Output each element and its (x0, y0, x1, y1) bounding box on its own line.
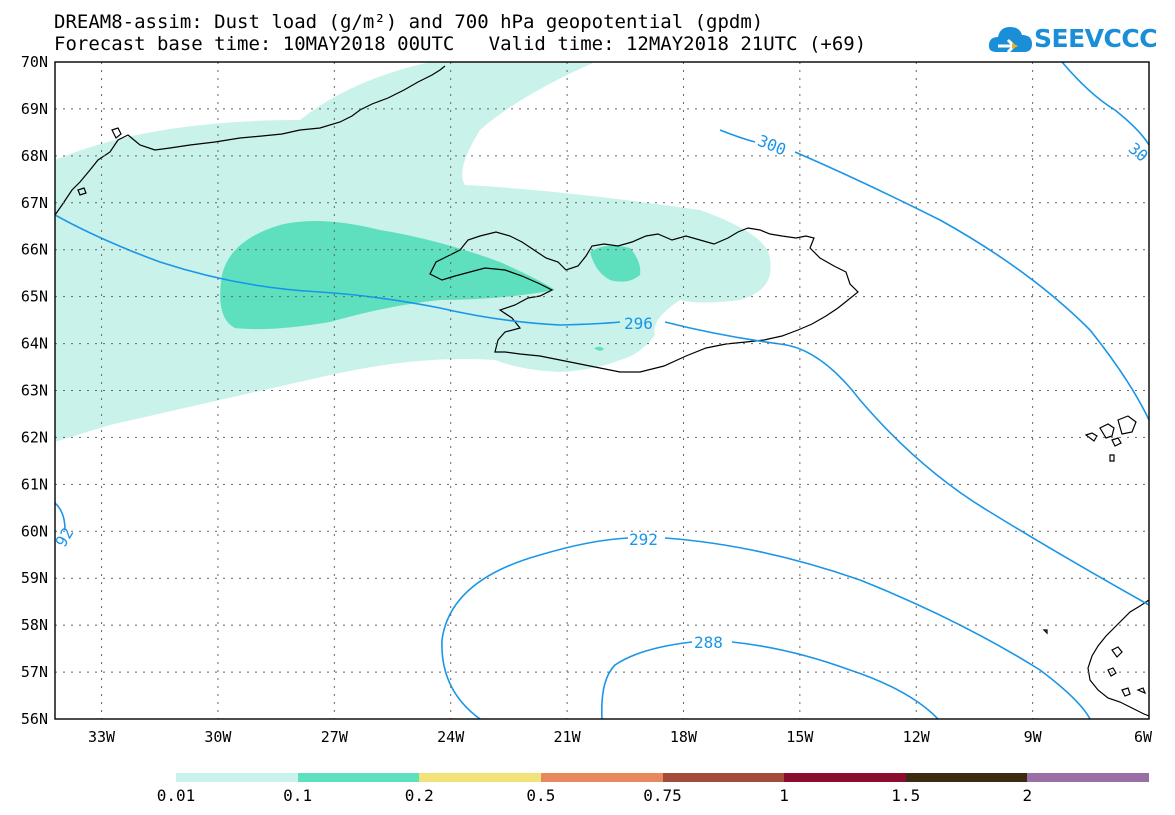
contour-label: 296 (624, 314, 653, 333)
seevccc-logo: SEEVCCC (988, 20, 1158, 60)
cloud-icon (988, 27, 1032, 54)
colorbar-label: 1 (779, 786, 789, 805)
dust-area-mid-dot (594, 346, 604, 351)
contour-label: 300 (755, 131, 789, 159)
dust-area-mid (220, 221, 555, 330)
lon-tick-label: 33W (88, 728, 116, 746)
geopotential-contours (55, 62, 1149, 719)
lat-tick-label: 65N (21, 288, 48, 306)
lat-tick-label: 66N (21, 241, 48, 259)
colorbar-label: 0.5 (526, 786, 556, 805)
lon-tick-label: 12W (903, 728, 931, 746)
colorbar-swatch (784, 773, 906, 782)
contour-label: 288 (694, 633, 723, 652)
colorbar (176, 773, 1149, 782)
map-plot: 300 30 296 292 288 92 70N69N68N67N66N65N… (21, 53, 1153, 746)
colorbar-label: 2 (1022, 786, 1033, 805)
lon-tick-label: 15W (786, 728, 814, 746)
dust-area-mid-small (590, 245, 641, 282)
lon-tick-label: 21W (554, 728, 582, 746)
colorbar-swatch (540, 773, 663, 782)
coastlines (55, 65, 1149, 717)
colorbar-label: 1.5 (891, 786, 921, 805)
colorbar-swatch (419, 773, 541, 782)
logo-text: SEEVCCC (1034, 24, 1158, 53)
lon-tick-label: 30W (204, 728, 232, 746)
lat-tick-label: 56N (21, 710, 48, 728)
colorbar-label: 0.2 (404, 786, 434, 805)
lat-tick-label: 59N (21, 569, 48, 587)
lat-tick-label: 61N (21, 475, 48, 493)
lat-tick-label: 62N (21, 428, 48, 446)
lat-tick-label: 58N (21, 616, 48, 634)
lat-lon-grid (55, 62, 1149, 719)
colorbar-swatch (1027, 773, 1149, 782)
colorbar-swatch (662, 773, 785, 782)
contour-label: 292 (629, 530, 658, 549)
colorbar-swatch (905, 773, 1028, 782)
chart-title-line2: Forecast base time: 10MAY2018 00UTC Vali… (54, 33, 867, 55)
lon-tick-label: 24W (437, 728, 465, 746)
lat-tick-label: 63N (21, 382, 48, 400)
colorbar-swatch (297, 773, 420, 782)
colorbar-swatch (176, 773, 298, 782)
lat-tick-label: 68N (21, 147, 48, 165)
lat-tick-label: 67N (21, 194, 48, 212)
colorbar-label: 0.01 (156, 786, 196, 805)
colorbar-label: 0.1 (283, 786, 313, 805)
lat-tick-label: 70N (21, 53, 48, 71)
lon-tick-label: 27W (321, 728, 349, 746)
lat-tick-label: 60N (21, 522, 48, 540)
lon-tick-label: 9W (1024, 728, 1043, 746)
lat-tick-label: 64N (21, 335, 48, 353)
lon-tick-label: 18W (670, 728, 698, 746)
chart-title-line1: DREAM8-assim: Dust load (g/m²) and 700 h… (54, 11, 764, 33)
lon-tick-label: 6W (1134, 728, 1153, 746)
lat-tick-label: 57N (21, 663, 48, 681)
lat-tick-label: 69N (21, 100, 48, 118)
map-frame (54, 61, 1150, 720)
colorbar-label: 0.75 (643, 786, 682, 805)
